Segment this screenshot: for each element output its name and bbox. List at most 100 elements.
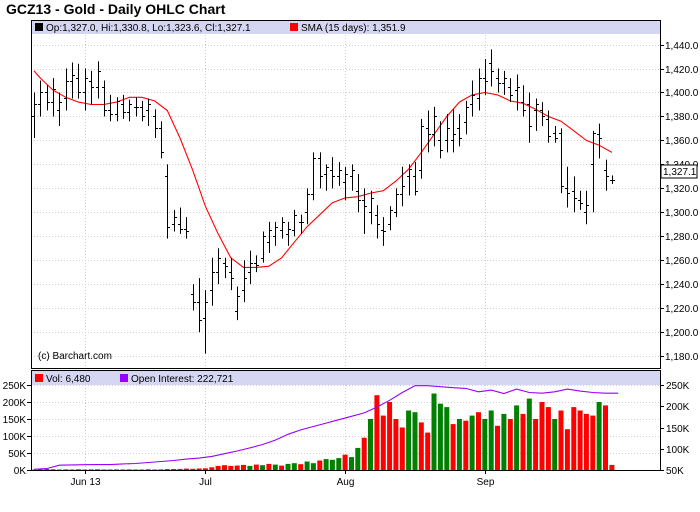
volume-bar xyxy=(406,410,412,470)
ohlc-bar xyxy=(57,92,62,127)
price-tick-label: 1,300.0 xyxy=(665,208,699,219)
volume-left-tick-label: 0K xyxy=(14,466,27,477)
ohlc-bar xyxy=(108,94,113,122)
volume-bar xyxy=(425,432,431,470)
volume-bar xyxy=(126,469,132,470)
price-tick-label: 1,320.0 xyxy=(665,184,699,195)
sma-legend-label: SMA (15 days): 1,351.9 xyxy=(301,23,406,34)
volume-bar xyxy=(596,402,602,470)
ohlc-legend-swatch xyxy=(35,23,43,31)
volume-bar xyxy=(139,469,145,470)
volume-right-tick-label: 150K xyxy=(666,424,690,435)
ohlc-bar xyxy=(127,99,132,122)
open-interest-layer xyxy=(33,385,619,470)
volume-bar xyxy=(133,469,139,470)
volume-bar xyxy=(183,468,189,470)
chart-title: GCZ13 - Gold - Daily OHLC Chart xyxy=(6,1,226,17)
ohlc-bar xyxy=(242,260,247,303)
ohlc-bar xyxy=(508,78,513,103)
watermark: (c) Barchart.com xyxy=(38,351,112,362)
volume-bar xyxy=(418,422,424,470)
volume-bar xyxy=(95,469,100,470)
volume-bar xyxy=(590,415,596,470)
ohlc-bar xyxy=(604,159,609,191)
volume-bar xyxy=(539,402,545,470)
ohlc-bar xyxy=(369,190,374,225)
volume-bar xyxy=(310,463,316,470)
ohlc-bar xyxy=(572,176,577,213)
ohlc-bar xyxy=(223,257,228,279)
price-panel-frame xyxy=(31,20,661,369)
volume-bar xyxy=(215,465,221,470)
ohlc-bar xyxy=(432,106,437,147)
volume-bar xyxy=(349,457,354,470)
open-interest-legend-swatch xyxy=(120,374,128,382)
ohlc-bar xyxy=(464,100,469,135)
volume-bar xyxy=(342,454,348,470)
volume-bar xyxy=(437,403,443,470)
volume-bar xyxy=(31,469,37,471)
x-tick-label: Jul xyxy=(199,477,212,488)
volume-bar xyxy=(291,463,297,470)
volume-left-tick-label: 200K xyxy=(3,398,27,409)
volume-bar xyxy=(317,460,323,470)
volume-bar xyxy=(272,464,278,470)
ohlc-bar xyxy=(197,278,202,333)
price-tick-label: 1,180.0 xyxy=(665,352,699,363)
volume-bar xyxy=(514,405,520,470)
volume-bar xyxy=(609,464,615,470)
ohlc-bar xyxy=(235,286,240,321)
ohlc-bar xyxy=(578,190,583,210)
volume-bar xyxy=(196,468,202,470)
volume-bar xyxy=(37,469,43,470)
open-interest-line xyxy=(33,385,619,470)
volume-bar xyxy=(501,413,507,470)
volume-bar xyxy=(266,463,272,470)
x-tick-label: Aug xyxy=(337,477,355,488)
volume-bar xyxy=(298,464,304,470)
volume-bar xyxy=(177,468,183,470)
ohlc-bar xyxy=(330,157,335,189)
ohlc-bar xyxy=(292,209,297,237)
ohlc-bar xyxy=(489,49,494,87)
ohlc-bar xyxy=(502,70,507,95)
ohlc-bar xyxy=(343,166,348,201)
ohlc-bar xyxy=(559,128,564,194)
volume-bar xyxy=(285,463,291,470)
ohlc-bar xyxy=(273,221,278,246)
ohlc-bar xyxy=(70,62,75,99)
ohlc-bar xyxy=(184,217,189,239)
x-axis: Jun 13 Jul Aug Sep xyxy=(70,470,495,488)
volume-left-tick-label: 100K xyxy=(3,432,27,443)
ohlc-bar xyxy=(350,164,355,191)
ohlc-bar xyxy=(261,231,266,263)
ohlc-bar xyxy=(216,248,221,285)
volume-bar xyxy=(234,465,240,470)
volume-bar xyxy=(488,410,494,470)
volume-bar xyxy=(380,415,386,470)
volume-bar xyxy=(190,468,196,470)
volume-bar xyxy=(545,407,551,470)
ohlc-bar xyxy=(140,100,145,122)
ohlc-bar xyxy=(159,121,164,159)
volume-bar xyxy=(361,437,367,470)
price-tick-label: 1,200.0 xyxy=(665,328,699,339)
volume-bar xyxy=(152,469,158,470)
price-tick-label: 1,260.0 xyxy=(665,256,699,267)
ohlc-bar xyxy=(248,250,253,285)
ohlc-bar xyxy=(438,121,443,159)
ohlc-bar xyxy=(115,97,120,122)
volume-bar xyxy=(495,425,500,470)
volume-legend-swatch xyxy=(35,374,43,382)
volume-bar xyxy=(431,393,437,470)
ohlc-bar xyxy=(324,164,329,191)
ohlc-bar xyxy=(134,97,139,117)
volume-panel-frame xyxy=(31,370,661,471)
volume-bar xyxy=(145,469,151,470)
price-tick-label: 1,220.0 xyxy=(665,304,699,315)
ohlc-bar xyxy=(407,164,412,196)
volume-right-tick-label: 250K xyxy=(666,381,690,392)
ohlc-bar xyxy=(584,190,589,225)
ohlc-bar xyxy=(451,109,456,153)
ohlc-bar xyxy=(280,217,285,239)
